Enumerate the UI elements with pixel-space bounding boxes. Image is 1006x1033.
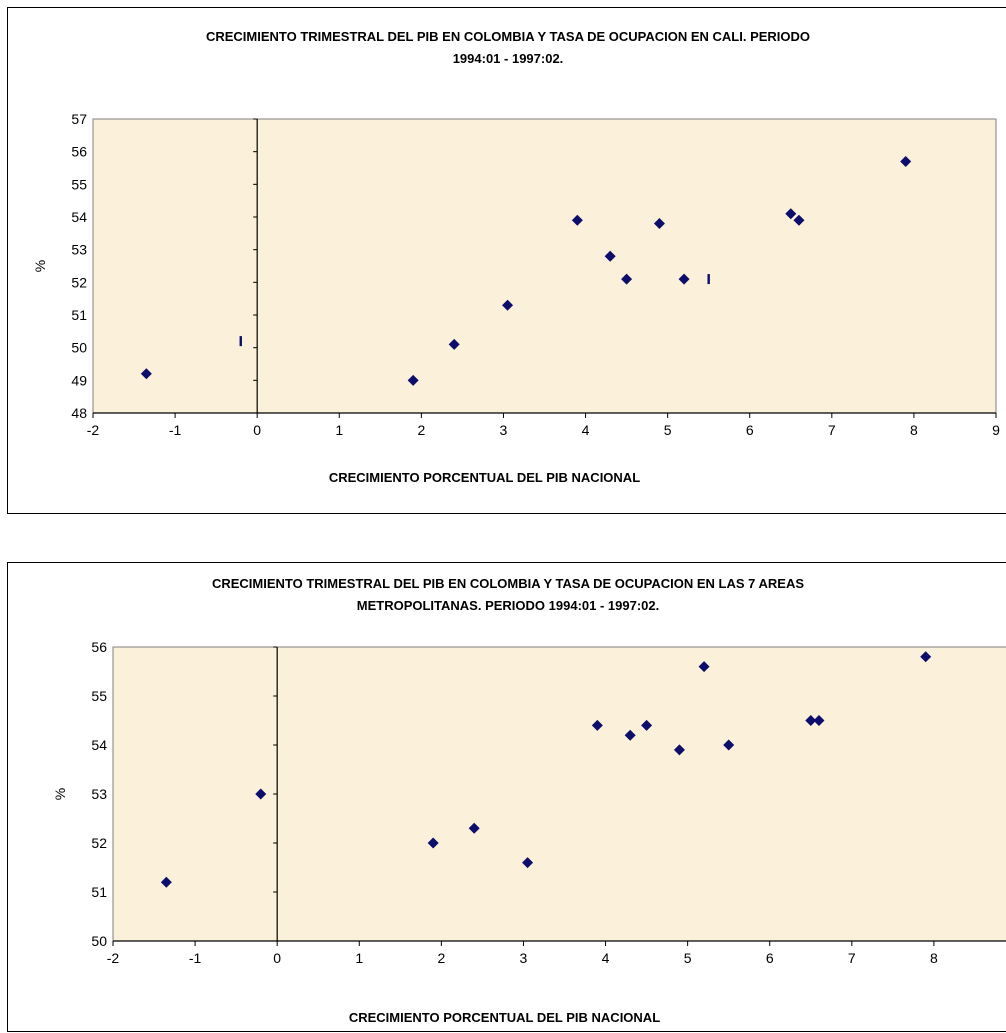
y-tick-label: 50 (91, 933, 107, 949)
data-point-marker (673, 744, 685, 756)
y-tick-label: 52 (71, 274, 87, 290)
y-tick-label: 55 (91, 688, 107, 704)
x-tick-label: 3 (500, 422, 508, 438)
x-tick-label: 5 (664, 422, 672, 438)
x-tick-label: -2 (87, 422, 100, 438)
data-point-marker (522, 857, 534, 869)
chart-7-areas: CRECIMIENTO TRIMESTRAL DEL PIB EN COLOMB… (7, 562, 1006, 1032)
data-point-marker (813, 715, 825, 726)
y-tick-label: 53 (71, 242, 87, 258)
data-point-marker (448, 338, 460, 350)
y-tick-label: 56 (91, 639, 107, 655)
data-point-marker (624, 729, 636, 741)
y-axis-title: % (32, 260, 48, 272)
chart-title-line: METROPOLITANAS. PERIODO 1994:01 - 1997:0… (356, 598, 660, 613)
plot-area (112, 646, 1006, 942)
data-point-marker (255, 788, 267, 800)
y-tick-label: 54 (91, 737, 107, 753)
data-point-marker (641, 719, 653, 731)
y-tick-label: 50 (71, 340, 87, 356)
data-point-marker (653, 218, 665, 230)
x-tick-label: 3 (520, 950, 528, 966)
x-tick-label: 7 (848, 950, 856, 966)
y-tick-label: 53 (91, 786, 107, 802)
x-tick-label: 6 (766, 950, 774, 966)
data-point-marker (785, 208, 797, 220)
plot-area (92, 118, 997, 414)
data-point-marker (427, 837, 439, 849)
data-point-marker (707, 274, 710, 285)
data-point-marker (571, 214, 583, 226)
data-point-marker (239, 336, 242, 347)
data-point-marker (140, 368, 152, 380)
data-point-marker (698, 661, 710, 673)
y-axis-title: % (52, 788, 68, 800)
y-tick-label: 51 (71, 307, 87, 323)
data-point-marker (920, 651, 932, 663)
chart-title: CRECIMIENTO TRIMESTRAL DEL PIB EN COLOMB… (68, 573, 948, 617)
y-tick-label: 54 (71, 209, 87, 225)
data-point-marker (502, 299, 514, 311)
x-tick-label: 0 (273, 950, 281, 966)
x-axis-title: CRECIMIENTO PORCENTUAL DEL PIB NACIONAL (329, 470, 640, 485)
data-point-marker (407, 374, 419, 386)
data-point-marker (604, 250, 616, 262)
data-point-marker (723, 739, 735, 751)
x-tick-label: 2 (437, 950, 445, 966)
x-tick-label: 2 (417, 422, 425, 438)
x-tick-label: 1 (355, 950, 363, 966)
y-tick-label: 55 (71, 176, 87, 192)
data-point-marker (900, 155, 912, 167)
data-point-marker (591, 719, 603, 731)
chart-title-line: CRECIMIENTO TRIMESTRAL DEL PIB EN COLOMB… (205, 29, 811, 44)
x-tick-label: 6 (746, 422, 754, 438)
y-tick-label: 48 (71, 405, 87, 421)
x-tick-label: -1 (189, 950, 202, 966)
scatter-plot: -2 -1 0 1 2 3 4 5 6 7 8 948495051525354555657CRECIM… (32, 111, 1000, 485)
x-tick-label: 1 (335, 422, 343, 438)
y-tick-label: 56 (71, 144, 87, 160)
chart-title-line: CRECIMIENTO TRIMESTRAL DEL PIB EN COLOMB… (211, 576, 805, 591)
chart-cali: CRECIMIENTO TRIMESTRAL DEL PIB EN COLOMB… (7, 7, 1006, 514)
y-tick-label: 52 (91, 835, 107, 851)
x-tick-label: 8 (930, 950, 938, 966)
y-tick-label: 57 (71, 111, 87, 127)
data-point-marker (805, 715, 817, 726)
chart-title: CRECIMIENTO TRIMESTRAL DEL PIB EN COLOMB… (68, 26, 948, 70)
data-point-marker (793, 214, 805, 226)
chart-title-line: 1994:01 - 1997:02. (452, 51, 564, 66)
x-tick-label: 8 (910, 422, 918, 438)
y-tick-label: 49 (71, 372, 87, 388)
x-tick-label: 0 (253, 422, 261, 438)
data-point-marker (468, 822, 480, 834)
x-tick-label: 5 (684, 950, 692, 966)
x-tick-label: -2 (107, 950, 120, 966)
y-tick-label: 51 (91, 884, 107, 900)
x-tick-label: 9 (992, 422, 1000, 438)
x-tick-label: 7 (828, 422, 836, 438)
x-tick-label: -1 (169, 422, 182, 438)
x-tick-label: 4 (602, 950, 610, 966)
data-point-marker (160, 876, 172, 888)
x-tick-label: 4 (582, 422, 590, 438)
data-point-marker (621, 273, 633, 285)
data-point-marker (678, 273, 690, 285)
scatter-plot: -2-1012345678950515253545556CRECIMIENTO … (52, 639, 1006, 1025)
